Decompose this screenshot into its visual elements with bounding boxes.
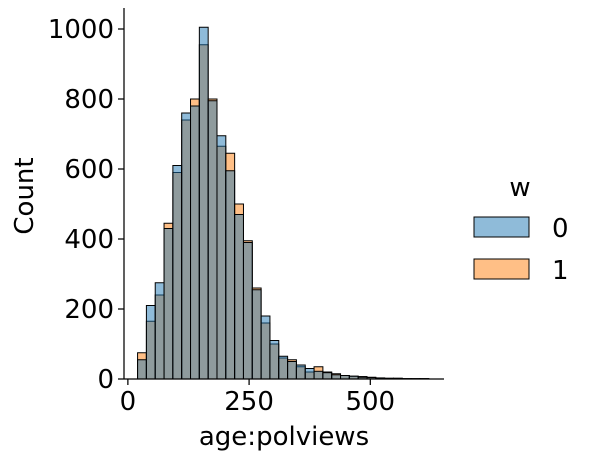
bar-series-0-bin-13 xyxy=(252,290,261,379)
bar-series-0-bin-4 xyxy=(173,166,182,380)
bar-series-0-bin-9 xyxy=(217,136,226,379)
bar-series-0-bin-1 xyxy=(146,306,155,380)
bar-series-0-bin-15 xyxy=(270,341,279,380)
bar-series-0-bin-7 xyxy=(199,27,208,379)
x-tick-label-500: 500 xyxy=(345,387,395,417)
legend-label-0: 0 xyxy=(552,214,569,244)
bar-series-0-bin-16 xyxy=(279,356,288,379)
bar-series-0-bin-21 xyxy=(323,373,332,379)
legend-items: 01 xyxy=(474,214,569,286)
bar-series-0-bin-19 xyxy=(305,369,314,380)
bar-series-0-bin-2 xyxy=(155,283,164,379)
bar-series-0-bin-12 xyxy=(243,243,252,380)
x-tick-label-0: 0 xyxy=(120,387,137,417)
bar-series-0-bin-20 xyxy=(314,371,323,379)
legend: w 01 xyxy=(474,173,569,286)
y-tick-label-400: 400 xyxy=(64,225,114,255)
y-tick-label-800: 800 xyxy=(64,85,114,115)
bar-series-0-bin-11 xyxy=(235,215,244,380)
bar-series-0-bin-14 xyxy=(261,316,270,379)
bar-series-0-bin-6 xyxy=(191,106,200,379)
bars-layer xyxy=(138,27,429,379)
bar-series-0-bin-0 xyxy=(138,360,147,379)
legend-swatch-0 xyxy=(474,217,529,237)
y-tick-label-0: 0 xyxy=(97,365,114,395)
legend-label-1: 1 xyxy=(552,256,569,286)
legend-title: w xyxy=(509,173,530,203)
legend-swatch-1 xyxy=(474,259,529,279)
bar-series-0-bin-3 xyxy=(164,229,173,380)
x-tick-label-250: 250 xyxy=(224,387,274,417)
y-axis-label: Count xyxy=(10,157,40,234)
y-tick-label-600: 600 xyxy=(64,155,114,185)
bar-series-0-bin-17 xyxy=(288,362,297,380)
y-tick-label-1000: 1000 xyxy=(48,15,114,45)
bar-series-0-bin-8 xyxy=(208,101,217,379)
y-tick-label-200: 200 xyxy=(64,295,114,325)
bar-series-0-bin-22 xyxy=(332,375,341,379)
bar-series-0-bin-5 xyxy=(182,113,191,379)
bar-series-0-bin-18 xyxy=(296,365,305,379)
x-axis-label: age:polviews xyxy=(199,422,369,452)
bar-series-0-bin-10 xyxy=(226,171,235,379)
